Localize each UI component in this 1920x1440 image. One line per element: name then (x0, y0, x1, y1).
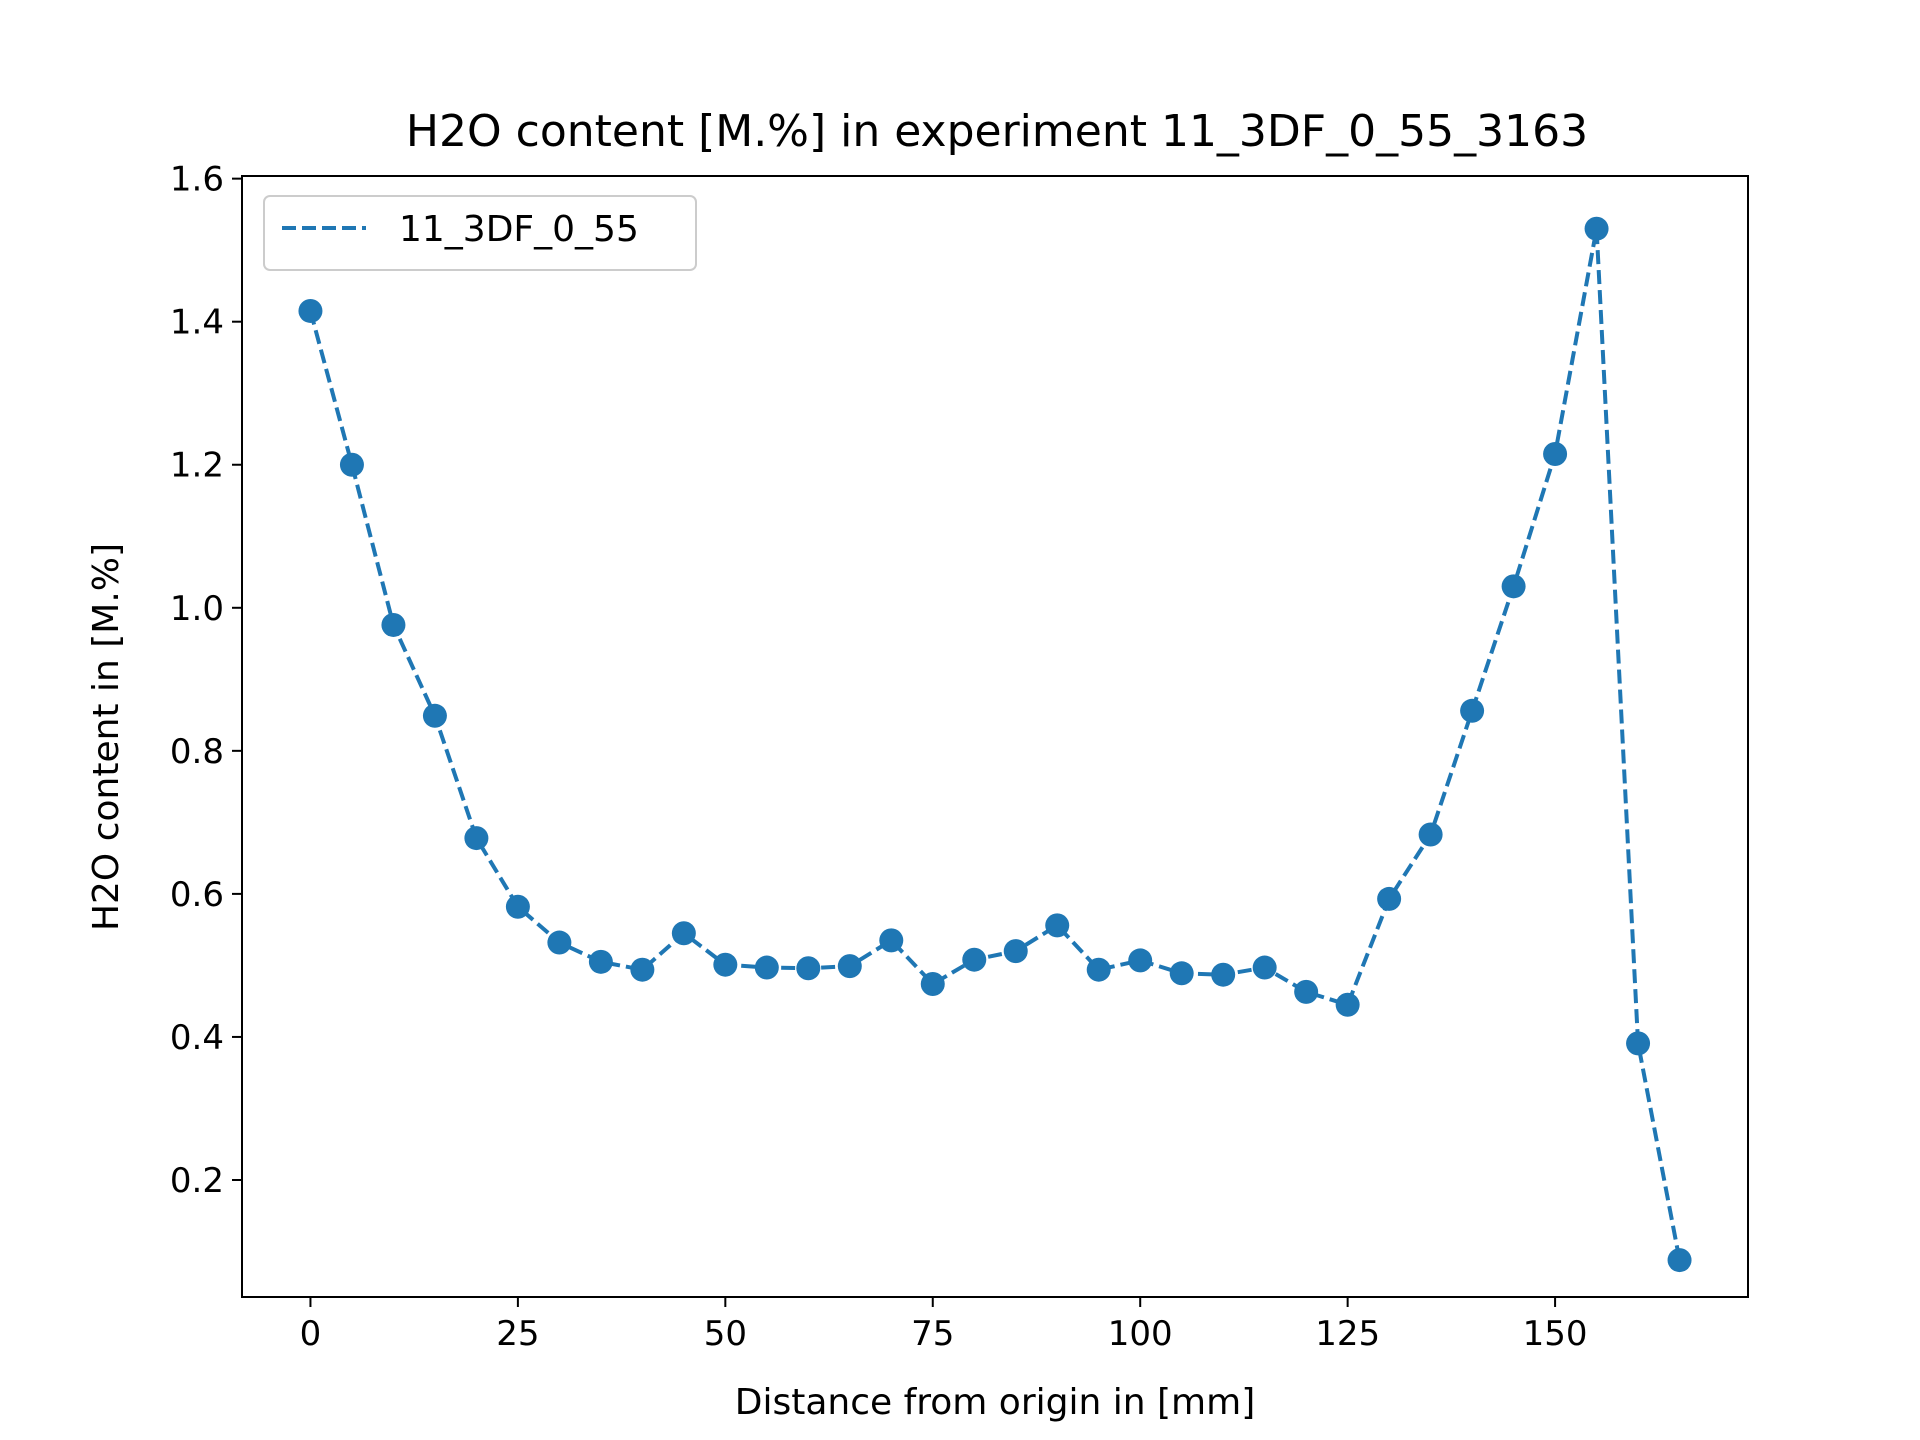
x-axis-label: Distance from origin in [mm] (735, 1382, 1256, 1423)
data-point (1211, 962, 1236, 987)
y-tick-label: 1.6 (170, 160, 224, 200)
data-point (1294, 979, 1319, 1004)
x-axis: 0 25 50 75 100 125 150 (300, 1297, 1588, 1354)
data-point (1045, 913, 1070, 938)
data-point (1667, 1248, 1692, 1273)
data-point (1003, 939, 1028, 964)
legend-box (263, 195, 697, 271)
y-tick-label: 0.8 (170, 732, 224, 772)
x-tick-label: 150 (1523, 1314, 1588, 1354)
data-point (1128, 948, 1153, 973)
data-point (1501, 574, 1526, 599)
data-point (920, 972, 945, 997)
data-point (879, 928, 904, 953)
x-tick-label: 75 (911, 1314, 954, 1354)
data-point (1626, 1031, 1651, 1056)
data-point (298, 298, 323, 323)
data-point (547, 930, 572, 955)
data-point (630, 957, 655, 982)
data-point (1252, 955, 1277, 980)
data-point (962, 947, 987, 972)
data-point (1584, 216, 1609, 241)
data-point (1460, 698, 1485, 723)
y-tick-label: 0.6 (170, 875, 224, 915)
data-point (422, 703, 447, 728)
data-point (339, 452, 364, 477)
data-point (796, 956, 821, 981)
data-point (1377, 886, 1402, 911)
data-point (1169, 961, 1194, 986)
y-tick-label: 1.2 (170, 446, 224, 486)
x-tick-label: 0 (300, 1314, 322, 1354)
y-axis-label: H2O content in [M.%] (86, 543, 127, 931)
series-marker-layer (298, 216, 1692, 1273)
y-axis: 0.2 0.4 0.6 0.8 1.0 1.2 1.4 1.6 (170, 160, 242, 1201)
y-tick-label: 0.4 (170, 1018, 224, 1058)
data-point (1335, 992, 1360, 1017)
data-point (464, 826, 489, 851)
y-tick-label: 1.0 (170, 589, 224, 629)
x-tick-label: 50 (704, 1314, 747, 1354)
y-tick-label: 1.4 (170, 303, 224, 343)
data-point (713, 952, 738, 977)
y-tick-label: 0.2 (170, 1161, 224, 1201)
plot-frame (241, 175, 1749, 1298)
chart-title: H2O content [M.%] in experiment 11_3DF_0… (406, 106, 1588, 157)
legend: 11_3DF_0_55 (263, 195, 697, 271)
data-point (1086, 957, 1111, 982)
data-point (671, 921, 696, 946)
x-tick-label: 125 (1315, 1314, 1380, 1354)
data-point (588, 949, 613, 974)
data-point (754, 955, 779, 980)
data-point (381, 612, 406, 637)
series-line (308, 226, 1682, 1261)
x-tick-label: 25 (496, 1314, 539, 1354)
series-line-layer (308, 226, 1682, 1261)
plot-area (241, 175, 1749, 1298)
data-point (837, 954, 862, 979)
data-point (1418, 822, 1443, 847)
legend-label: 11_3DF_0_55 (399, 209, 639, 250)
data-point (505, 894, 530, 919)
data-point (1543, 442, 1568, 467)
x-tick-label: 100 (1108, 1314, 1173, 1354)
